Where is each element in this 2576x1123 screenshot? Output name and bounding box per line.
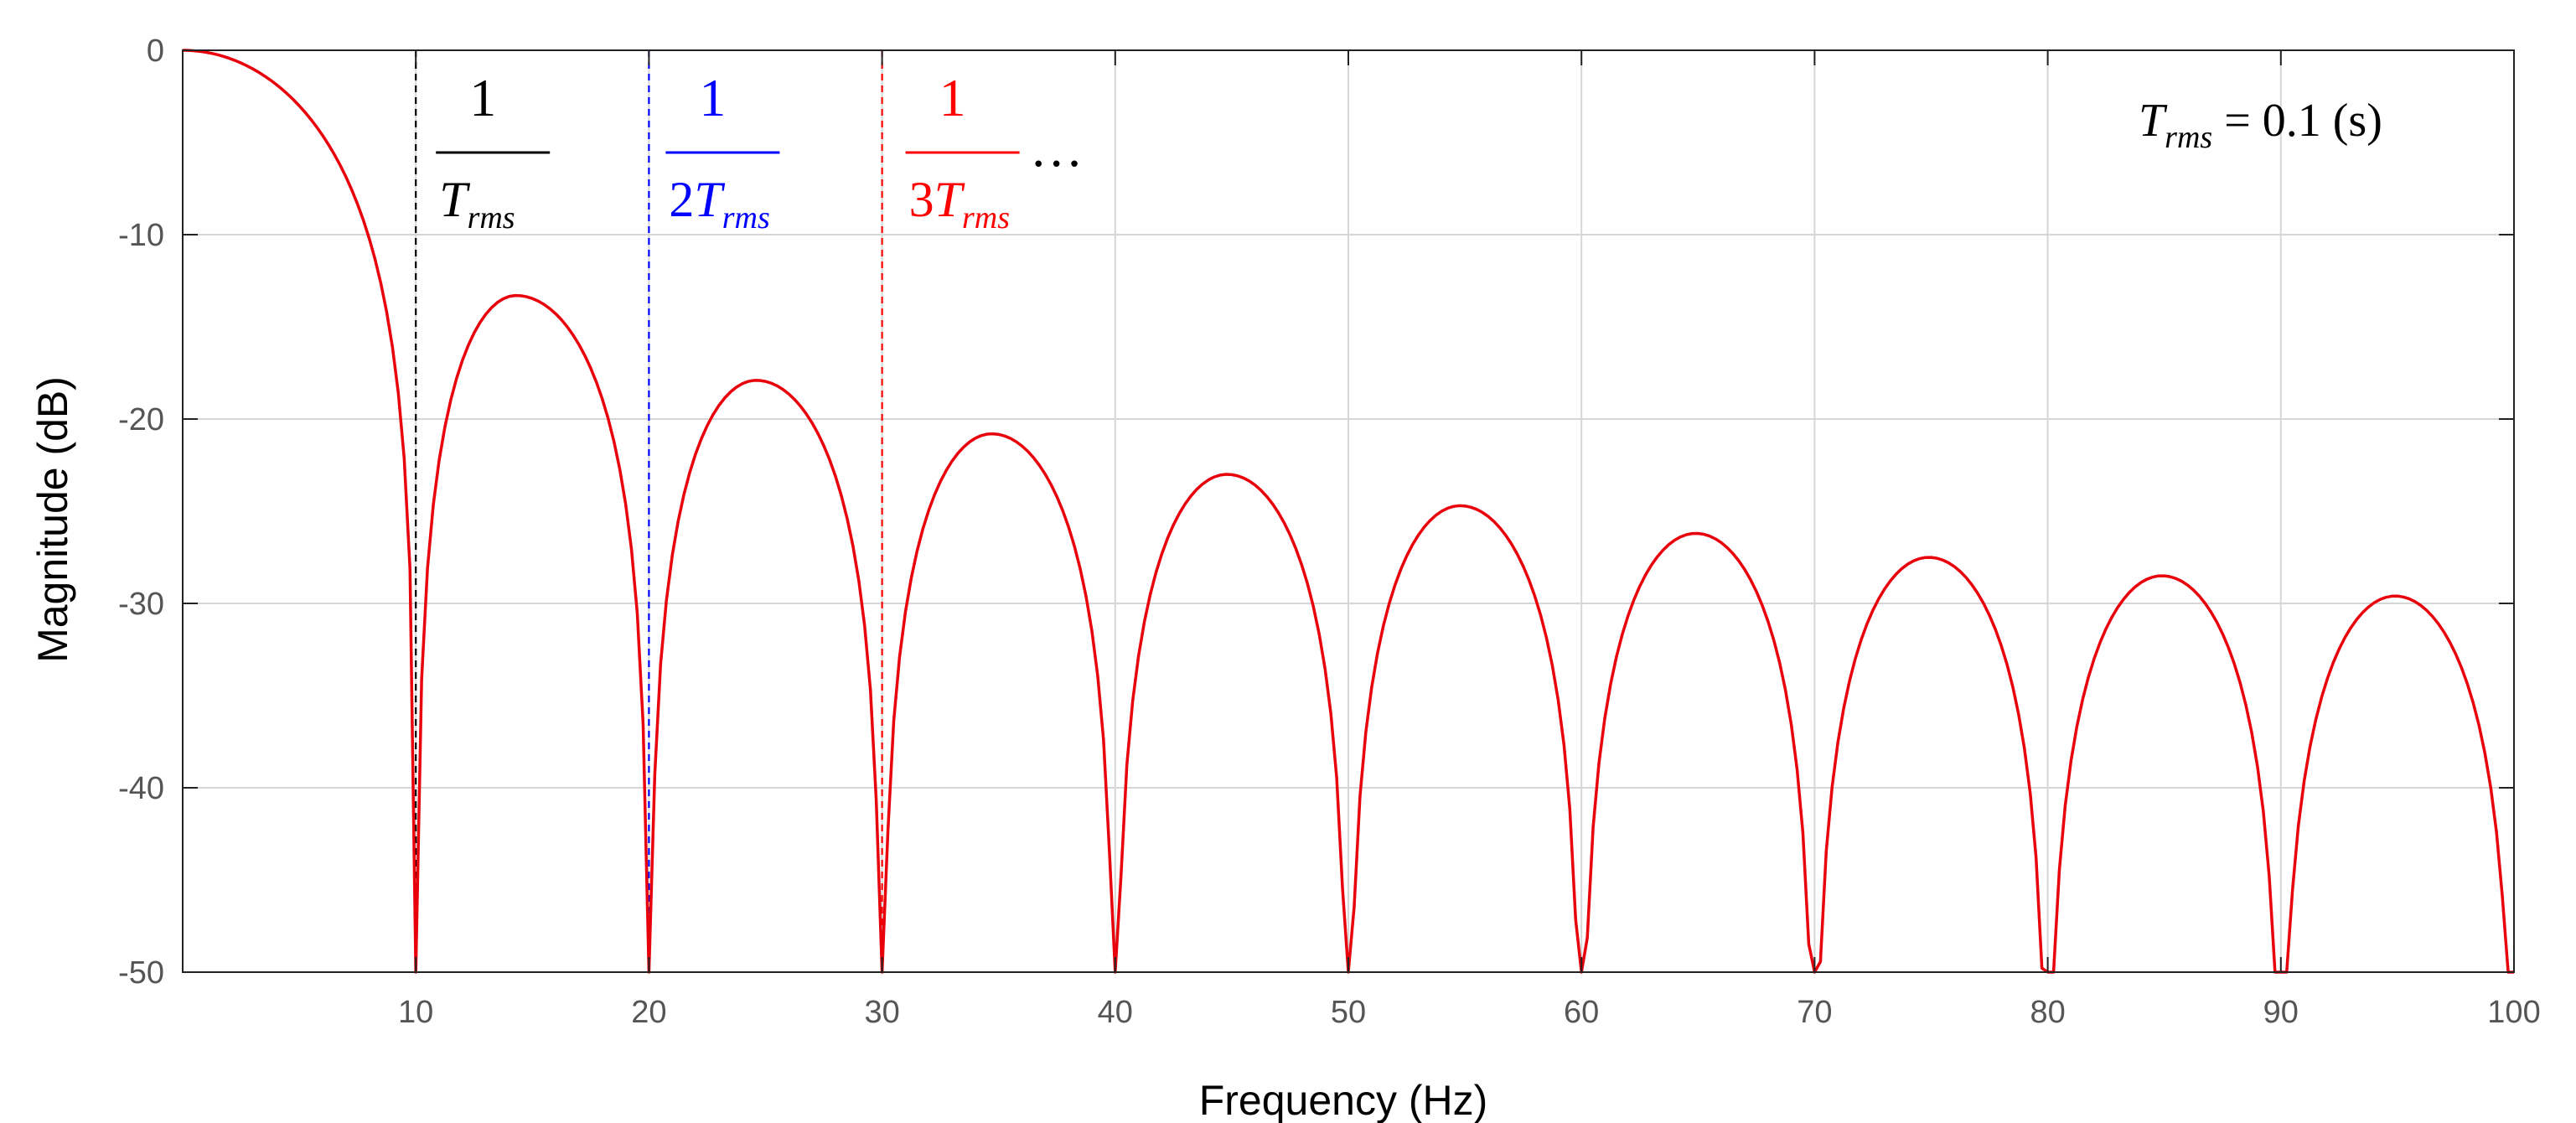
period-formula-2: 1 2Trms [665,68,780,235]
y-tick-label--40: -40 [118,771,164,806]
trms-annotation-value: = 0.1 (s) [2212,95,2382,147]
x-tick-label-20: 20 [631,995,666,1030]
y-tick-label-0: 0 [147,34,164,69]
grid-lines [183,49,2515,973]
x-tick-label-100: 100 [2487,995,2540,1030]
x-tick-label-10: 10 [398,995,433,1030]
trms-annotation-subscript: rms [2165,120,2212,155]
y-tick-label--10: -10 [118,218,164,253]
axis-ticks [183,49,2515,973]
formula-denominator-3: 3Trms [909,172,1010,235]
x-tick-label-30: 30 [864,995,899,1030]
period-markers [415,50,883,972]
y-tick-label--50: -50 [118,955,164,991]
x-tick-label-60: 60 [1564,995,1599,1030]
x-tick-label-40: 40 [1098,995,1133,1030]
trms-annotation-symbol: T [2139,95,2168,147]
formula-denominator-1: Trms [439,172,515,235]
trms-annotation: Trms = 0.1 (s) [2139,95,2382,155]
y-tick-label--30: -30 [118,587,164,622]
axis-tick-labels: 10 20 30 40 50 60 70 80 90 100 0 -10 -20 -30 -40 -50 [118,34,2541,1030]
formula-ellipsis: … [1030,118,1084,178]
period-formula-1: 1 Trms [436,68,551,235]
x-tick-label-90: 90 [2263,995,2299,1030]
x-tick-label-80: 80 [2030,995,2065,1030]
y-tick-label--20: -20 [118,402,164,437]
formula-numerator-3: 1 [939,68,966,127]
formula-denominator-2: 2Trms [669,172,769,235]
period-formulas: 1 Trms 1 2Trms 1 3Trms … [436,68,1084,235]
period-formula-3: 1 3Trms … [905,68,1084,235]
x-tick-label-70: 70 [1797,995,1832,1030]
y-axis-label: Magnitude (dB) [29,376,76,663]
x-axis-label: Frequency (Hz) [1199,1077,1488,1123]
x-tick-label-50: 50 [1331,995,1366,1030]
formula-numerator-1: 1 [469,68,496,127]
formula-numerator-2: 1 [699,68,726,127]
